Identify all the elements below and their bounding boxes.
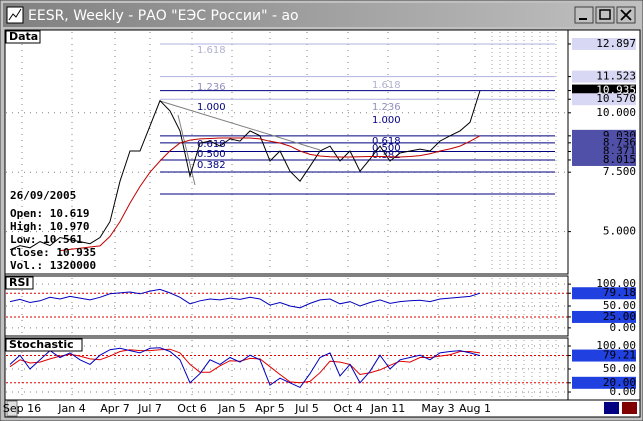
fib-label: 1.618 bbox=[197, 45, 226, 56]
y-tick-label: 100.00 bbox=[596, 277, 636, 290]
y-tick-label: 100.00 bbox=[596, 339, 636, 352]
tick-box bbox=[572, 376, 636, 389]
window-title: EESR, Weekly - РАО "ЕЭС России" - ao bbox=[28, 8, 299, 24]
y-tick-label: 50.00 bbox=[603, 362, 636, 375]
tick-box bbox=[572, 153, 636, 166]
x-tick-label: Oct 6 bbox=[177, 402, 207, 415]
panel-title: RSI bbox=[9, 276, 30, 289]
fib-label: 1.000 bbox=[197, 102, 226, 113]
x-tick-label: Jan 5 bbox=[217, 402, 245, 415]
tick-box bbox=[572, 310, 636, 323]
close-button[interactable] bbox=[616, 6, 636, 24]
trend-line bbox=[159, 100, 321, 151]
info-close: Close: 10.935 bbox=[10, 246, 96, 259]
app-icon bbox=[6, 6, 24, 24]
button-face[interactable] bbox=[574, 6, 594, 24]
info-high: High: 10.970 bbox=[10, 220, 89, 233]
fib-label: 0.500 bbox=[372, 143, 401, 154]
x-tick-label: Aug 1 bbox=[459, 402, 491, 415]
zoom-button[interactable] bbox=[604, 402, 619, 414]
series-line bbox=[9, 347, 481, 389]
info-volume: Vol.: 1320000 bbox=[10, 259, 96, 272]
fib-label: 0.382 bbox=[197, 160, 226, 171]
y-tick-label: 7.500 bbox=[603, 165, 636, 178]
button-glyph bbox=[599, 9, 611, 20]
panel-title-bg bbox=[5, 276, 34, 290]
tick-box bbox=[572, 287, 636, 300]
y-tick-label: 11.523 bbox=[596, 70, 636, 83]
info-low: Low: 10.561 bbox=[10, 233, 83, 246]
y-tick-label: 50.00 bbox=[603, 299, 636, 312]
x-tick-label: Apr 5 bbox=[255, 402, 285, 415]
series-line bbox=[9, 90, 481, 251]
scroll-thumb[interactable] bbox=[6, 400, 18, 417]
panel-title-bg bbox=[5, 30, 41, 44]
info-open: Open: 10.619 bbox=[10, 207, 89, 220]
info-date: 26/09/2005 bbox=[10, 189, 76, 202]
y-tick-label: 25.00 bbox=[603, 310, 636, 323]
y-tick-label: 12.897 bbox=[596, 37, 636, 50]
title-bar bbox=[3, 3, 640, 27]
scale-button[interactable] bbox=[622, 402, 637, 414]
fib-label: 1.236 bbox=[372, 102, 401, 113]
tick-box bbox=[572, 37, 636, 50]
x-tick-label: May 3 bbox=[421, 402, 454, 415]
series-line bbox=[9, 288, 481, 309]
plot-layer bbox=[9, 90, 481, 389]
y-tick-label: 0.00 bbox=[610, 321, 637, 334]
fib-label: 0.618 bbox=[372, 136, 401, 147]
trend-line bbox=[177, 114, 196, 186]
x-tick-label: Jan 11 bbox=[370, 402, 405, 415]
x-tick-label: Jul 7 bbox=[137, 402, 162, 415]
x-tick-label: Apr 7 bbox=[100, 402, 130, 415]
y-tick-label: 79.18 bbox=[603, 286, 636, 299]
y-tick-label: 0.00 bbox=[610, 385, 637, 398]
fib-label: 1.000 bbox=[372, 115, 401, 126]
x-tick-label: Jul 5 bbox=[294, 402, 319, 415]
x-tick-label: Sep 16 bbox=[3, 402, 41, 415]
maximize-button[interactable] bbox=[595, 6, 615, 24]
y-tick-label: 10.570 bbox=[596, 92, 636, 105]
button-glyph bbox=[620, 9, 632, 21]
x-tick-label: Jan 4 bbox=[57, 402, 85, 415]
info-box: 26/09/2005 Open: 10.619 High: 10.970 Low… bbox=[10, 189, 96, 272]
chart-area bbox=[4, 29, 641, 401]
tick-box bbox=[572, 93, 636, 106]
minimize-button[interactable] bbox=[574, 6, 594, 24]
grid-layer bbox=[6, 32, 568, 398]
tick-box bbox=[572, 349, 636, 362]
panel-title: Data bbox=[9, 30, 38, 43]
y-tick-label: 5.000 bbox=[603, 225, 636, 238]
fib-label: 1.236 bbox=[197, 82, 226, 93]
y-tick-label: 79.21 bbox=[603, 349, 636, 362]
panel-title: Stochastic bbox=[9, 338, 74, 351]
y-tick-label: 20.00 bbox=[603, 376, 636, 389]
y-tick-label: 8.015 bbox=[603, 153, 636, 166]
fib-label: 1.618 bbox=[372, 80, 401, 91]
tick-box bbox=[572, 70, 636, 83]
panel-title-bg bbox=[5, 338, 83, 352]
app-icon-glyph bbox=[8, 8, 22, 21]
x-tick-label: Oct 4 bbox=[333, 402, 363, 415]
series-line bbox=[59, 135, 481, 252]
y-tick-label: 10.000 bbox=[596, 106, 636, 119]
series-line bbox=[9, 348, 481, 384]
fib-label: 0.618 bbox=[197, 139, 226, 150]
fib-label: 0.500 bbox=[197, 149, 226, 160]
